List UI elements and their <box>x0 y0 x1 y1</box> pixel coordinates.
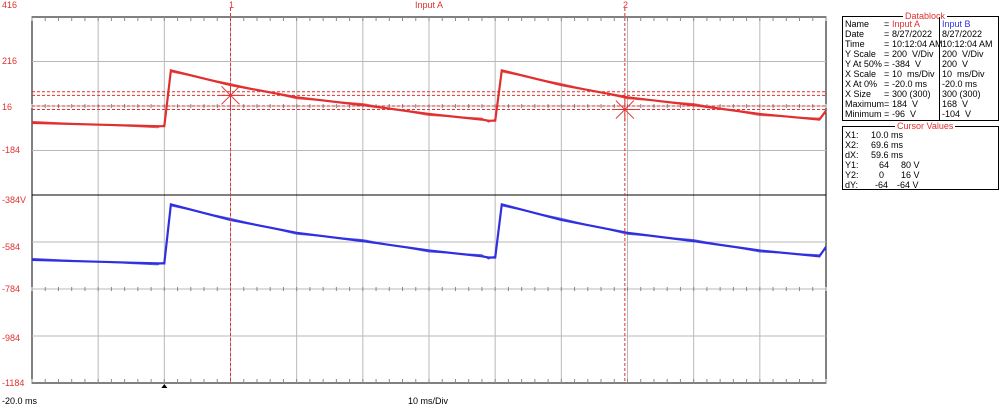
datablock-label: Date <box>845 29 865 39</box>
scope-display[interactable]: Input A 1 2 416 216 16 -184 -384V -584 -… <box>0 0 840 410</box>
datablock-label: Y At 50% <box>845 59 882 69</box>
y-tick-top-2: 16 <box>2 102 13 112</box>
cursor-value-a: 10.0 ms <box>871 130 904 140</box>
y-tick-bottom-4: -1184 <box>2 378 25 388</box>
cursor-2-marker <box>615 100 635 119</box>
trigger-marker <box>161 384 168 388</box>
datablock-value-a: -384 V <box>892 59 922 69</box>
datablock-label: Y Scale <box>845 49 876 59</box>
cursor-values-title: Cursor Values <box>895 121 956 131</box>
y-tick-top-1: 216 <box>2 56 18 66</box>
datablock-value-a: 10 ms/Div <box>892 69 935 79</box>
datablock-eq: = <box>884 49 890 59</box>
datablock-divider <box>939 17 940 120</box>
datablock-value-b: 8/27/2022 <box>942 29 983 39</box>
cursor-label: dX: <box>845 150 859 160</box>
cursor-values-panel: Cursor Values X1: 10.0 ms X2: 69.6 ms dX… <box>842 121 999 190</box>
datablock-value-b: 200 V/Div <box>942 49 984 59</box>
cursor-value-a: 0 <box>879 170 885 180</box>
datablock-title: Datablock <box>903 11 948 21</box>
datablock-eq: = <box>884 29 890 39</box>
datablock-eq: = <box>884 39 890 49</box>
y-tick-bottom-0: -384V <box>2 195 27 205</box>
y-tick-top-3: -184 <box>2 145 21 155</box>
cursor-value-a: -64 <box>875 180 889 190</box>
y-tick-bottom-1: -584 <box>2 242 21 252</box>
datablock-label: X Scale <box>845 69 877 79</box>
datablock-eq: = <box>884 69 890 79</box>
datablock-value-b: -20.0 ms <box>942 79 978 89</box>
cursor-1-marker <box>221 85 240 105</box>
datablock-value-b: 300 (300) <box>942 89 981 99</box>
datablock-eq: = <box>884 19 890 29</box>
datablock-col-b: Input B <box>942 19 971 29</box>
datablock-eq: = <box>884 89 890 99</box>
cursor-value-a: 69.6 ms <box>871 140 904 150</box>
datablock-value-a: 300 (300) <box>892 89 931 99</box>
cursor-value-a: 64 <box>879 160 890 170</box>
cursor-1-label[interactable]: 1 <box>229 0 235 10</box>
datablock-label: X Size <box>845 89 872 99</box>
cursor-value-a: 59.6 ms <box>871 150 904 160</box>
cursor-label: X2: <box>845 140 859 150</box>
cursor-label: Y1: <box>845 160 859 170</box>
cursor-value-b: 80 V <box>901 160 920 170</box>
waveform-plot[interactable] <box>0 0 840 410</box>
y-tick-bottom-2: -784 <box>2 284 21 294</box>
datablock-eq: = <box>884 99 890 109</box>
datablock-value-a: 200 V/Div <box>892 49 934 59</box>
cursor-value-b: -64 V <box>897 180 919 190</box>
datablock-value-a: 8/27/2022 <box>892 29 933 39</box>
cursor-label: dY: <box>845 180 859 190</box>
y-tick-bottom-3: -984 <box>2 333 21 343</box>
datablock-value-a: 184 V <box>892 99 919 109</box>
datablock-value-a: -96 V <box>892 109 917 119</box>
datablock-value-a: 10:12:04 AM <box>892 39 943 49</box>
channel-title: Input A <box>415 0 444 10</box>
datablock-label: Name <box>845 19 870 29</box>
cursor-value-b: 16 V <box>901 170 920 180</box>
datablock-panel: Datablock Name = Input A Input B Date = … <box>842 11 999 121</box>
datablock-label: X At 0% <box>845 79 878 89</box>
cursor-label: Y2: <box>845 170 859 180</box>
datablock-value-b: 10 ms/Div <box>942 69 985 79</box>
waveform-trace-noise <box>31 205 827 266</box>
datablock-value-b: -104 V <box>942 109 972 119</box>
y-tick-top-0: 416 <box>2 0 18 10</box>
x-scale-label: 10 ms/Div <box>408 396 449 406</box>
cursor-label: X1: <box>845 130 859 140</box>
datablock-eq: = <box>884 109 890 119</box>
datablock-eq: = <box>884 59 890 69</box>
datablock-value-b: 200 V <box>942 59 969 69</box>
datablock-col-a: Input A <box>892 19 921 29</box>
datablock-value-b: 168 V <box>942 99 969 109</box>
datablock-value-a: -20.0 ms <box>892 79 928 89</box>
datablock-label: Maximum <box>845 99 885 109</box>
datablock-value-b: 10:12:04 AM <box>942 39 993 49</box>
datablock-eq: = <box>884 79 890 89</box>
cursor-2-label[interactable]: 2 <box>623 0 629 10</box>
datablock-label: Minimum <box>845 109 882 119</box>
x-start-label: -20.0 ms <box>2 396 38 406</box>
datablock-label: Time <box>845 39 865 49</box>
